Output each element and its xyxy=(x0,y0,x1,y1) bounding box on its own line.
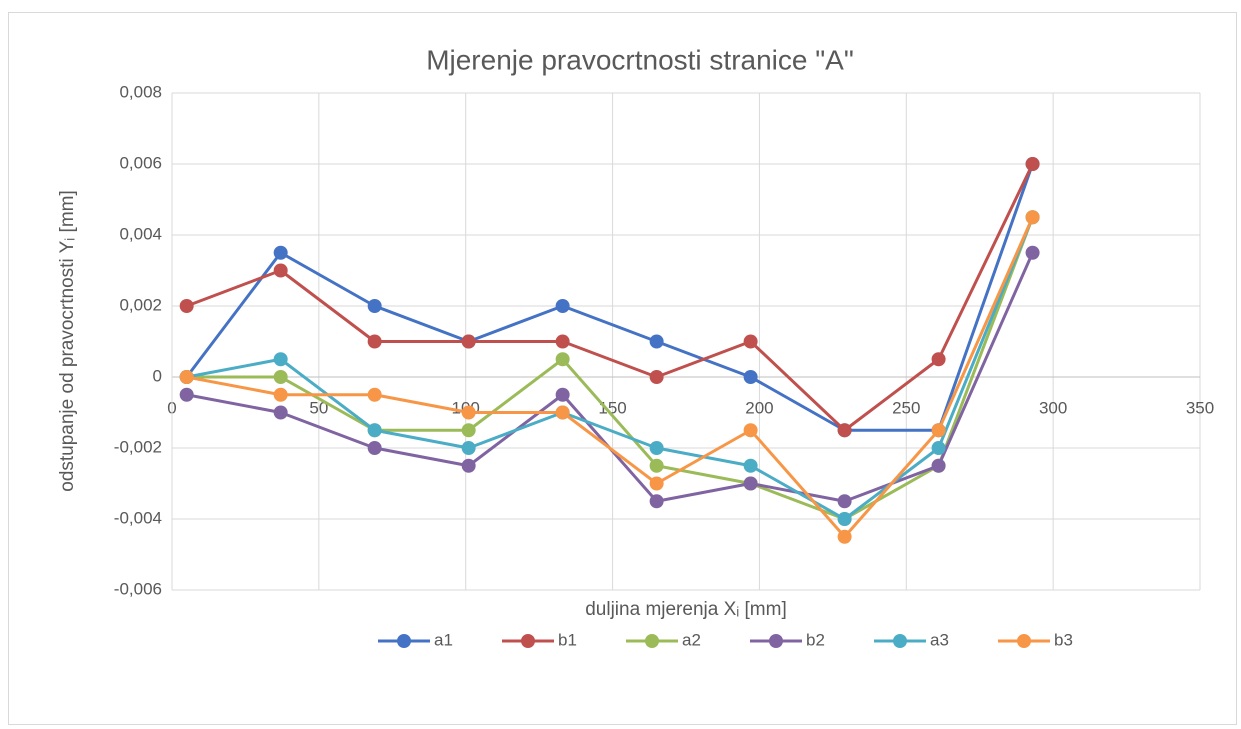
data-point xyxy=(273,370,288,384)
data-point xyxy=(649,370,664,384)
data-point xyxy=(179,299,194,313)
x-tick-label: 250 xyxy=(892,398,920,417)
series-line xyxy=(186,216,1034,539)
data-point xyxy=(649,476,664,491)
data-point xyxy=(743,423,758,438)
data-point xyxy=(837,529,852,544)
data-point xyxy=(367,299,382,313)
data-point xyxy=(273,387,288,402)
data-point xyxy=(273,405,288,420)
data-point xyxy=(273,245,288,260)
series-line xyxy=(186,163,1034,432)
data-point xyxy=(743,476,758,491)
data-point xyxy=(367,423,382,438)
chart-border xyxy=(8,12,1237,725)
legend-label: b1 xyxy=(558,630,577,649)
y-tick-label: 0,002 xyxy=(119,295,162,314)
data-point xyxy=(837,423,852,438)
x-tick-label: 50 xyxy=(309,398,328,417)
data-point xyxy=(461,334,476,349)
data-point xyxy=(461,405,476,420)
x-tick-label: 350 xyxy=(1186,398,1214,417)
data-point xyxy=(555,405,570,420)
series-line xyxy=(186,216,1034,521)
series-line xyxy=(185,163,1034,432)
data-point xyxy=(743,370,758,384)
data-point xyxy=(367,334,382,349)
x-tick-label: 300 xyxy=(1039,398,1067,417)
x-tick-label: 200 xyxy=(745,398,773,417)
data-point xyxy=(273,263,288,278)
data-point xyxy=(555,352,570,367)
data-point xyxy=(931,423,946,438)
y-tick-label: -0,006 xyxy=(114,579,162,598)
data-point xyxy=(1025,157,1040,171)
data-point xyxy=(555,299,570,313)
data-point xyxy=(649,458,664,473)
y-tick-label: 0,004 xyxy=(119,224,162,243)
chart-title: Mjerenje pravocrtnosti stranice "A" xyxy=(426,44,854,75)
data-point xyxy=(273,352,288,367)
legend-label: a1 xyxy=(434,630,453,649)
data-point xyxy=(555,334,570,349)
y-axis-label: odstupanje od pravocrtnosti Yᵢ [mm] xyxy=(57,190,78,492)
y-tick-label: -0,004 xyxy=(114,508,162,527)
data-point xyxy=(1025,210,1040,225)
data-point xyxy=(931,352,946,367)
data-point xyxy=(931,441,946,455)
data-point xyxy=(837,512,852,526)
data-point xyxy=(931,458,946,473)
legend-label: a3 xyxy=(930,630,949,649)
legend-marker xyxy=(521,634,535,648)
data-point xyxy=(461,423,476,438)
y-tick-label: 0 xyxy=(153,366,162,385)
legend-marker xyxy=(1017,634,1031,648)
data-point xyxy=(461,458,476,473)
legend-marker xyxy=(645,634,659,648)
data-point xyxy=(179,370,194,384)
y-tick-label: -0,002 xyxy=(114,437,162,456)
data-point xyxy=(649,441,664,455)
legend-label: b3 xyxy=(1054,630,1073,649)
data-point xyxy=(837,494,852,509)
data-point xyxy=(743,458,758,473)
data-point xyxy=(461,441,476,455)
data-point xyxy=(649,334,664,349)
y-tick-label: 0,006 xyxy=(119,153,162,172)
legend-label: a2 xyxy=(682,630,701,649)
x-axis-label: duljina mjerenja Xᵢ [mm] xyxy=(585,599,787,620)
y-tick-label: 0,008 xyxy=(119,82,162,101)
data-point xyxy=(367,387,382,402)
data-point xyxy=(743,334,758,349)
data-point xyxy=(555,387,570,402)
x-tick-label: 150 xyxy=(598,398,626,417)
legend-marker xyxy=(769,634,783,648)
data-point xyxy=(649,494,664,509)
legend-marker xyxy=(893,634,907,648)
legend-label: b2 xyxy=(806,630,825,649)
data-point xyxy=(1025,245,1040,260)
data-point xyxy=(367,441,382,455)
legend-marker xyxy=(397,634,411,648)
data-point xyxy=(179,387,194,402)
